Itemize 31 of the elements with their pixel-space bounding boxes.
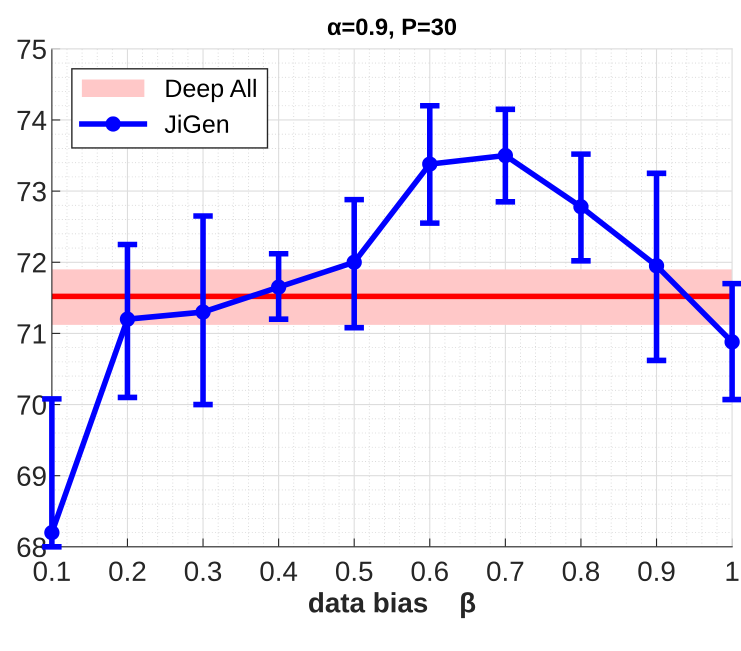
x-axis-title: data bias β bbox=[309, 592, 476, 618]
point bbox=[648, 258, 664, 274]
x-tick-label: 0.8 bbox=[562, 561, 600, 582]
point bbox=[422, 156, 438, 172]
point bbox=[573, 199, 589, 214]
y-tick-label: 74 bbox=[18, 110, 46, 130]
chart-title: α=0.9, P=30 bbox=[328, 18, 456, 39]
x-tick-label: 0.1 bbox=[34, 561, 70, 582]
point bbox=[120, 312, 136, 327]
point bbox=[195, 304, 211, 320]
x-tick-label: 0.3 bbox=[184, 561, 222, 582]
x-tick-label: 0.4 bbox=[260, 561, 298, 582]
y-tick-label: 75 bbox=[18, 40, 46, 60]
x-tick-label: 0.2 bbox=[109, 561, 146, 582]
y-tick-label: 68 bbox=[18, 538, 46, 558]
x-tick-label: 0.7 bbox=[487, 561, 524, 582]
x-tick-label: 0.9 bbox=[638, 561, 675, 582]
x-tick-label: 0.6 bbox=[412, 561, 448, 582]
y-tick-label: 73 bbox=[18, 182, 46, 202]
point bbox=[270, 280, 286, 295]
y-tick-label: 71 bbox=[18, 324, 46, 344]
point bbox=[498, 148, 513, 164]
x-tick-label: 1 bbox=[726, 562, 738, 581]
legend-label: JiGen bbox=[164, 114, 228, 133]
point bbox=[724, 334, 740, 350]
legend-label: Deep All bbox=[166, 78, 256, 102]
y-tick-label: 69 bbox=[18, 466, 46, 486]
point bbox=[346, 254, 362, 270]
point bbox=[44, 524, 60, 540]
y-tick-label: 72 bbox=[18, 252, 46, 272]
x-tick-label: 0.5 bbox=[336, 561, 372, 582]
